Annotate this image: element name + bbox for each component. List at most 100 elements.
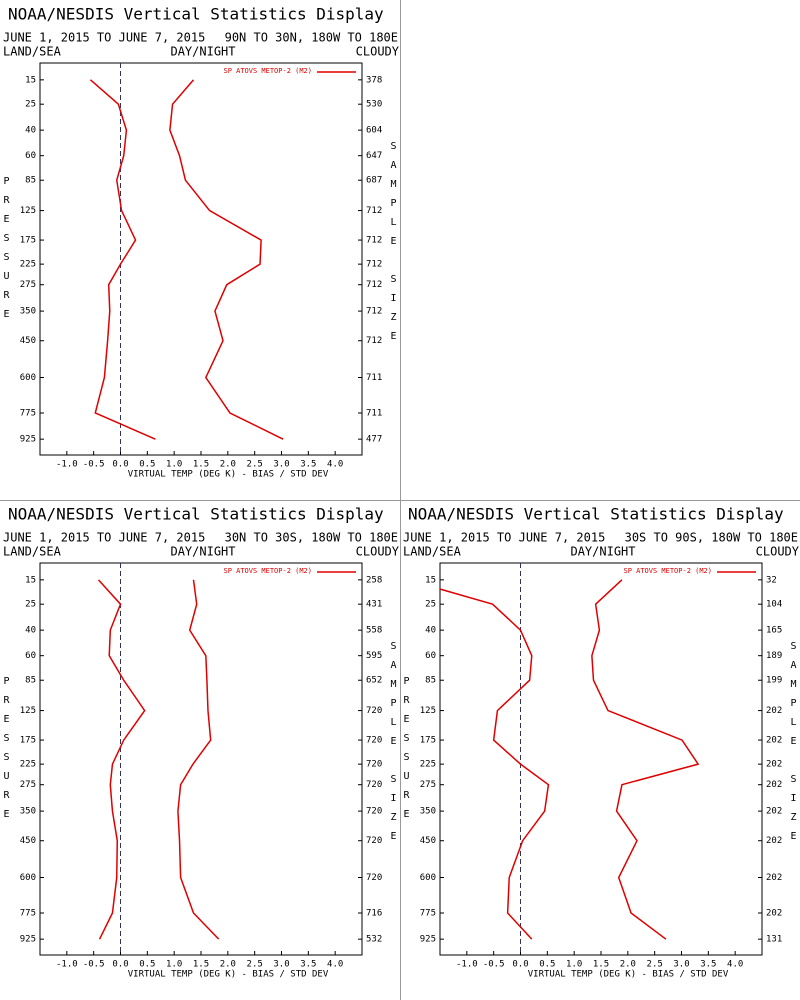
y-tick-label: 175 <box>420 736 436 746</box>
y-tick-label: 15 <box>25 75 36 85</box>
x-tick-label: 1.0 <box>166 960 182 970</box>
y-tick-label: 775 <box>20 408 36 418</box>
sample-size: 711 <box>366 408 382 418</box>
x-tick-label: 3.0 <box>673 960 689 970</box>
y-tick-label: 275 <box>20 280 36 290</box>
y-tick-label: 60 <box>25 151 36 161</box>
sample-size: 32 <box>766 575 777 585</box>
x-tick-label: 4.0 <box>327 460 343 470</box>
sample-size: 258 <box>366 575 382 585</box>
y-tick-label: 225 <box>20 760 36 770</box>
region: 90N TO 30N, 180W TO 180E <box>225 31 398 45</box>
x-tick-label: 2.5 <box>647 960 663 970</box>
y-tick-label: 85 <box>25 676 36 686</box>
x-tick-label: 3.0 <box>273 960 289 970</box>
y-tick-label: 275 <box>20 780 36 790</box>
region: 30S TO 90S, 180W TO 180E <box>625 531 798 545</box>
day-night: DAY/NIGHT <box>170 45 235 59</box>
y2-axis-label: SAMPLE SIZE <box>788 641 799 850</box>
y-tick-label: 40 <box>425 626 436 636</box>
sample-size: 711 <box>366 373 382 383</box>
chart-title: NOAA/NESDIS Vertical Statistics Display <box>8 505 384 524</box>
x-axis-label: VIRTUAL TEMP (DEG K) - BIAS / STD DEV <box>128 970 329 980</box>
legend-label: SP ATOVS METOP-2 (M2) <box>223 67 312 75</box>
y-tick-label: 85 <box>25 176 36 186</box>
x-tick-label: 0.5 <box>139 960 155 970</box>
y-axis-label: PRESSURE <box>1 176 12 328</box>
y-tick-label: 40 <box>25 126 36 136</box>
sample-size: 202 <box>766 736 782 746</box>
sample-size: 595 <box>366 651 382 661</box>
y-tick-label: 125 <box>20 206 36 216</box>
series-line <box>89 79 156 440</box>
sample-size: 716 <box>366 908 382 918</box>
y-tick-label: 125 <box>20 706 36 716</box>
chart: NOAA/NESDIS Vertical Statistics Display J… <box>403 505 800 980</box>
y-tick-label: 40 <box>25 626 36 636</box>
y-tick-label: 15 <box>25 575 36 585</box>
date-range: JUNE 1, 2015 TO JUNE 7, 2015 <box>3 31 205 45</box>
x-tick-label: 3.5 <box>700 960 716 970</box>
chart-title: NOAA/NESDIS Vertical Statistics Display <box>408 505 784 524</box>
y-tick-label: 925 <box>420 935 436 945</box>
x-tick-label: -1.0 <box>456 960 478 970</box>
sample-size: 199 <box>766 676 782 686</box>
sample-size: 202 <box>766 780 782 790</box>
y2-axis-label: SAMPLE SIZE <box>388 141 399 350</box>
sample-size: 720 <box>366 807 382 817</box>
sample-size: 720 <box>366 736 382 746</box>
x-tick-label: 1.5 <box>193 960 209 970</box>
x-tick-label: 0.5 <box>539 960 555 970</box>
y-tick-label: 60 <box>425 651 436 661</box>
x-tick-label: 0.0 <box>112 960 128 970</box>
chart-panel: NOAA/NESDIS Vertical Statistics Display J… <box>400 500 800 1000</box>
y-tick-label: 450 <box>20 336 36 346</box>
sample-size: 712 <box>366 206 382 216</box>
sample-size: 189 <box>766 651 782 661</box>
plot-frame <box>39 562 363 956</box>
y-tick-label: 175 <box>20 736 36 746</box>
y-tick-label: 25 <box>25 100 36 110</box>
sample-size: 378 <box>366 75 382 85</box>
x-tick-label: -1.0 <box>56 960 78 970</box>
x-tick-label: -0.5 <box>83 960 105 970</box>
sample-size: 530 <box>366 100 382 110</box>
chart-title: NOAA/NESDIS Vertical Statistics Display <box>8 5 384 24</box>
sample-size: 712 <box>366 280 382 290</box>
y2-axis-label: SAMPLE SIZE <box>388 641 399 850</box>
sample-size: 202 <box>766 807 782 817</box>
series-line <box>177 579 220 940</box>
y-tick-label: 15 <box>425 575 436 585</box>
y-tick-label: 350 <box>20 307 36 317</box>
x-tick-label: 4.0 <box>327 960 343 970</box>
legend-label: SP ATOVS METOP-2 (M2) <box>223 567 312 575</box>
y-tick-label: 775 <box>20 908 36 918</box>
y-tick-label: 925 <box>20 935 36 945</box>
sample-size: 202 <box>766 836 782 846</box>
sample-size: 720 <box>366 873 382 883</box>
sample-size: 202 <box>766 706 782 716</box>
sample-size: 647 <box>366 151 382 161</box>
x-axis-label: VIRTUAL TEMP (DEG K) - BIAS / STD DEV <box>128 470 329 480</box>
sample-size: 558 <box>366 626 382 636</box>
y-tick-label: 175 <box>20 236 36 246</box>
land-sea: LAND/SEA <box>3 45 62 59</box>
x-tick-label: 2.5 <box>247 460 263 470</box>
chart: NOAA/NESDIS Vertical Statistics Display J… <box>3 505 400 980</box>
y-tick-label: 25 <box>425 600 436 610</box>
date-range: JUNE 1, 2015 TO JUNE 7, 2015 <box>3 531 205 545</box>
x-tick-label: 2.0 <box>220 460 236 470</box>
divider <box>0 500 800 501</box>
y-tick-label: 225 <box>420 760 436 770</box>
legend-label: SP ATOVS METOP-2 (M2) <box>623 567 712 575</box>
y-tick-label: 350 <box>420 807 436 817</box>
y-tick-label: 275 <box>420 780 436 790</box>
x-tick-label: 0.0 <box>112 460 128 470</box>
chart-panel: NOAA/NESDIS Vertical Statistics Display J… <box>0 500 400 1000</box>
cloud: CLOUDY <box>756 545 800 559</box>
day-night: DAY/NIGHT <box>170 545 235 559</box>
series-line <box>169 79 284 440</box>
chart: NOAA/NESDIS Vertical Statistics Display J… <box>3 5 400 480</box>
x-tick-label: -0.5 <box>483 960 505 970</box>
plot-frame <box>39 62 363 456</box>
